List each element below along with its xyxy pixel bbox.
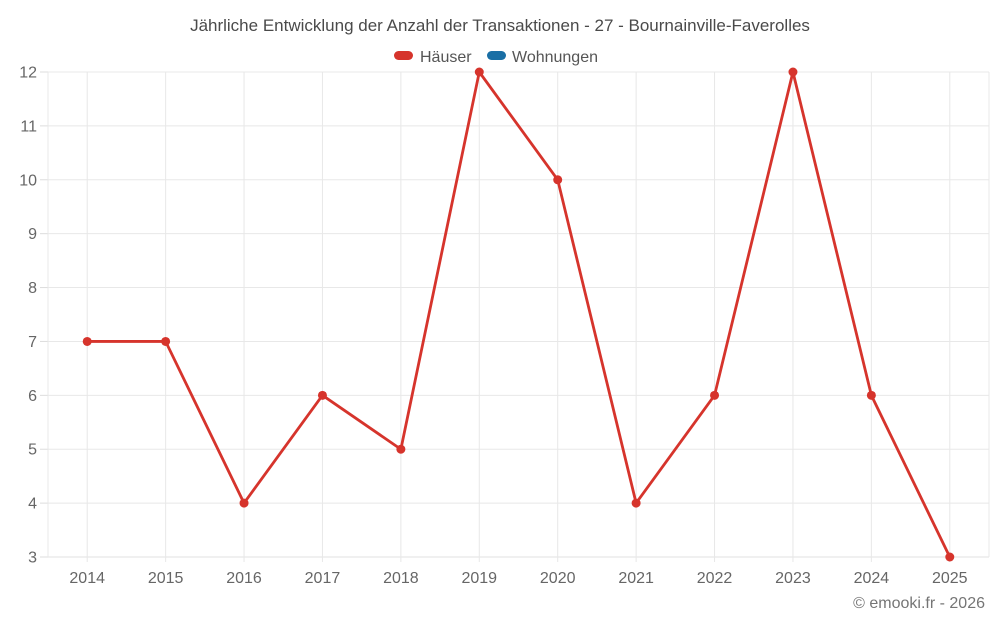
x-axis-label: 2015 [148, 570, 184, 587]
y-axis-label: 8 [28, 280, 37, 297]
series-line-0 [85, 70, 952, 559]
legend: Häuser Wohnungen [394, 49, 598, 66]
y-axis-label: 11 [20, 118, 37, 135]
data-point[interactable] [82, 336, 92, 346]
y-axis-label: 7 [28, 334, 37, 351]
legend-label-haeuser: Häuser [420, 49, 472, 66]
data-point[interactable] [945, 552, 955, 562]
y-axis-label: 12 [19, 65, 37, 82]
y-axis-label: 6 [28, 388, 37, 405]
x-axis-label: 2020 [540, 570, 576, 587]
legend-item-wohnungen[interactable]: Wohnungen [487, 49, 598, 66]
data-point[interactable] [710, 390, 720, 400]
y-axis-label: 3 [28, 550, 37, 567]
x-axis-label: 2014 [69, 570, 105, 587]
data-point[interactable] [788, 67, 798, 77]
x-axis-label: 2025 [932, 570, 968, 587]
legend-swatch-wohnungen-icon [487, 51, 506, 60]
y-axis-label: 4 [28, 496, 37, 513]
y-axis-label: 10 [19, 172, 37, 189]
data-point[interactable] [553, 175, 563, 185]
plot-area: 3 4 5 6 7 8 9 10 11 12 2014 2015 2016 2017 2018 2019 202… [19, 65, 990, 587]
data-point[interactable] [396, 444, 406, 454]
legend-item-haeuser[interactable]: Häuser [394, 49, 472, 66]
chart-title: Jährliche Entwicklung der Anzahl der Tra… [190, 16, 810, 35]
legend-label-wohnungen: Wohnungen [512, 49, 598, 66]
data-point[interactable] [474, 67, 484, 77]
legend-swatch-haeuser-icon [394, 51, 413, 60]
credit-text: © emooki.fr - 2026 [853, 595, 985, 612]
x-axis-label: 2017 [305, 570, 341, 587]
x-axis-label: 2018 [383, 570, 419, 587]
data-point[interactable] [866, 390, 876, 400]
x-axis-label: 2022 [697, 570, 733, 587]
y-axis-label: 9 [28, 226, 37, 243]
data-point[interactable] [631, 498, 641, 508]
x-axis-label: 2024 [854, 570, 890, 587]
data-point[interactable] [317, 390, 327, 400]
y-axis-label: 5 [28, 442, 37, 459]
x-axis-label: 2021 [618, 570, 654, 587]
x-axis-label: 2023 [775, 570, 811, 587]
data-point[interactable] [239, 498, 249, 508]
data-point[interactable] [161, 336, 171, 346]
x-axis-label: 2019 [461, 570, 497, 587]
x-axis-label: 2016 [226, 570, 262, 587]
